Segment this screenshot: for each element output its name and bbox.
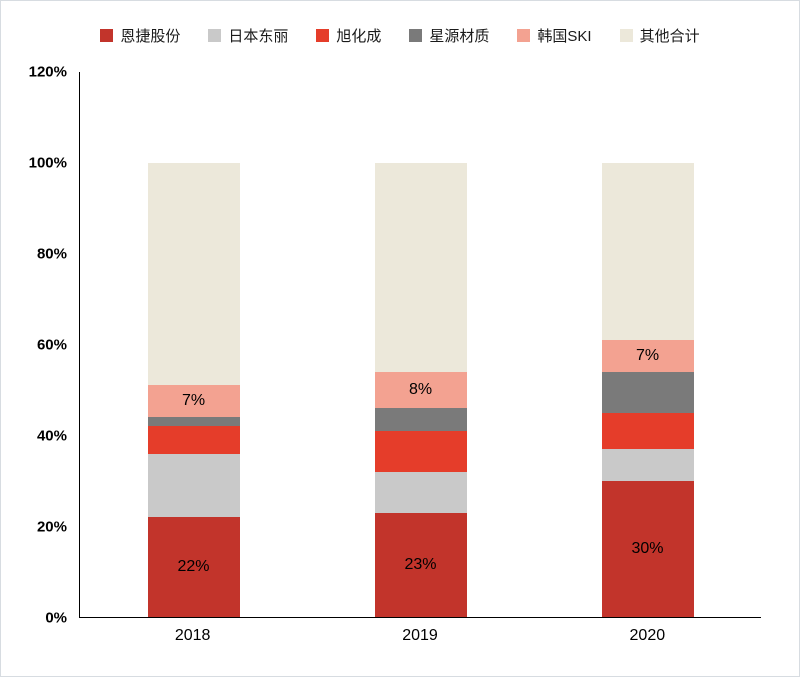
- bar-segment[interactable]: [601, 448, 694, 481]
- x-axis-labels: 2018 2019 2020: [79, 627, 761, 645]
- y-tick-label: 20%: [36, 518, 67, 536]
- legend-label: 恩捷股份: [120, 28, 181, 45]
- chart-area: 0% 20% 40% 60% 80% 100% 120% 22% 7% 23% 8% 30% 7% 2…: [1, 64, 799, 645]
- x-axis-label: 2018: [174, 627, 211, 644]
- plot-area: 22% 7% 23% 8% 30% 7%: [79, 72, 761, 618]
- legend-label: 其他合计: [639, 28, 700, 45]
- bar-segment[interactable]: [147, 162, 240, 386]
- bar-segment[interactable]: 23%: [374, 512, 467, 617]
- bar-segment[interactable]: [601, 162, 694, 340]
- segment-value-label: 7%: [181, 392, 206, 410]
- segment-value-label: 7%: [635, 346, 660, 364]
- legend-item-5[interactable]: 其他合计: [619, 25, 700, 46]
- legend-swatch-icon: [208, 29, 222, 42]
- x-axis-label: 2019: [402, 627, 438, 644]
- legend-item-2[interactable]: 旭化成: [316, 25, 381, 46]
- segment-value-label: 8%: [408, 380, 433, 398]
- bar-segment[interactable]: 8%: [374, 371, 467, 409]
- y-tick-label: 120%: [28, 63, 67, 81]
- bar-segment[interactable]: [374, 408, 467, 431]
- stacked-bar-2019[interactable]: 23% 8%: [374, 72, 467, 617]
- bar-segment[interactable]: [147, 417, 240, 427]
- y-tick-label: 80%: [36, 245, 67, 263]
- bar-segment[interactable]: 7%: [601, 339, 694, 372]
- y-tick-label: 60%: [36, 336, 67, 354]
- legend-item-1[interactable]: 日本东丽: [208, 25, 288, 46]
- bar-segment[interactable]: [374, 471, 467, 513]
- y-tick-label: 0%: [45, 609, 67, 627]
- bar-segment[interactable]: 7%: [147, 385, 240, 418]
- plot-wrap: 22% 7% 23% 8% 30% 7% 2018 2019 2020: [79, 72, 761, 645]
- segment-value-label: 30%: [631, 539, 664, 557]
- legend-label: 星源材质: [429, 28, 490, 45]
- bar-segment[interactable]: 22%: [147, 517, 240, 617]
- bar-segment[interactable]: [601, 371, 694, 413]
- x-axis-label: 2020: [629, 627, 666, 644]
- y-tick-label: 100%: [28, 154, 67, 172]
- bar-segment[interactable]: [147, 453, 240, 518]
- bar-slot: 23% 8%: [307, 72, 534, 617]
- stacked-bar-2018[interactable]: 22% 7%: [147, 72, 240, 617]
- bar-slot: 30% 7%: [534, 72, 761, 617]
- legend-swatch-icon: [517, 29, 531, 42]
- legend-label: 日本东丽: [228, 28, 289, 45]
- bars: 22% 7% 23% 8% 30% 7%: [80, 72, 761, 617]
- legend-item-0[interactable]: 恩捷股份: [100, 25, 180, 46]
- legend-swatch-icon: [409, 29, 423, 42]
- legend-label: 旭化成: [336, 28, 382, 45]
- legend-item-3[interactable]: 星源材质: [409, 25, 489, 46]
- legend-swatch-icon: [316, 29, 330, 42]
- stacked-bar-2020[interactable]: 30% 7%: [601, 72, 694, 617]
- legend-item-4[interactable]: 韩国SKI: [517, 25, 592, 46]
- bar-slot: 22% 7%: [80, 72, 307, 617]
- legend: 恩捷股份 日本东丽 旭化成 星源材质 韩国SKI 其他合计: [1, 25, 799, 46]
- bar-segment[interactable]: [374, 430, 467, 472]
- bar-segment[interactable]: [147, 426, 240, 454]
- bar-segment[interactable]: [601, 412, 694, 449]
- segment-value-label: 22%: [177, 558, 210, 576]
- bar-segment[interactable]: [374, 162, 467, 372]
- segment-value-label: 23%: [404, 555, 437, 573]
- y-tick-label: 40%: [36, 427, 67, 445]
- y-axis: 0% 20% 40% 60% 80% 100% 120%: [17, 64, 79, 627]
- legend-label: 韩国SKI: [537, 28, 592, 45]
- legend-swatch-icon: [100, 29, 114, 42]
- legend-swatch-icon: [619, 29, 633, 42]
- bar-segment[interactable]: 30%: [601, 480, 694, 617]
